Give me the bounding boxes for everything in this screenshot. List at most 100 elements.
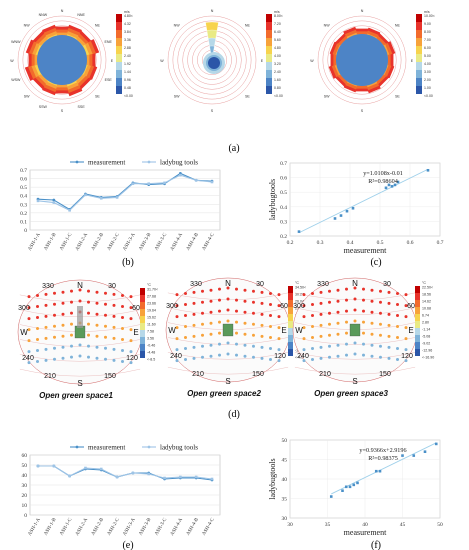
sun-path-point xyxy=(184,303,187,306)
x-tick-label: 35 xyxy=(325,522,331,528)
sun-path-point xyxy=(129,306,133,310)
legend-swatch xyxy=(416,46,422,54)
y-tick-label: 0.3 xyxy=(20,202,27,208)
fit-line xyxy=(298,168,429,234)
panel-label-d: (d) xyxy=(228,409,240,420)
legend-tick: 4.80< xyxy=(124,14,133,18)
sun-path-point xyxy=(112,358,116,362)
legend-tick: 0.80 xyxy=(274,86,281,90)
dome-angle-label: 30 xyxy=(256,281,264,288)
legend-unit: m/s xyxy=(274,10,280,14)
legend-tick: 4.00 xyxy=(424,62,431,66)
sun-path-point xyxy=(192,356,196,360)
y-tick-label: 0.6 xyxy=(20,177,27,183)
x-tick-label: ASH-3-C xyxy=(154,232,168,252)
sun-path-point xyxy=(387,356,391,360)
sun-path-point xyxy=(27,295,31,299)
sun-path-point xyxy=(277,337,281,341)
sun-path-point xyxy=(184,314,187,317)
sun-path-point xyxy=(95,301,99,305)
data-point xyxy=(147,472,151,476)
y-axis-label: ladybugtools xyxy=(268,179,277,220)
sun-path-point xyxy=(328,333,331,337)
sun-path-point xyxy=(328,322,331,326)
sun-path-point xyxy=(277,315,281,319)
dome-label-e: E xyxy=(281,326,286,335)
data-point xyxy=(52,464,56,468)
data-point xyxy=(36,199,40,203)
y-tick-label: 0.4 xyxy=(280,205,287,211)
sun-path-point xyxy=(328,311,331,315)
sun-path-point xyxy=(44,292,48,296)
compass-label: SW xyxy=(174,94,180,98)
dome-angle-label: 150 xyxy=(379,371,391,378)
dome-angle-label: 330 xyxy=(42,283,54,290)
data-point xyxy=(333,217,337,220)
x-tick-label: ASH-1-C xyxy=(59,232,73,252)
legend-swatch xyxy=(415,293,420,300)
sun-path-point xyxy=(319,356,323,360)
fit-equation: y=0.9366x+2.9196 xyxy=(359,447,406,454)
rose-calm-disc xyxy=(208,57,220,69)
legend-tick: 4.80 xyxy=(274,46,281,50)
sun-path-point xyxy=(209,354,213,358)
legend-swatch xyxy=(266,30,272,38)
legend-tick: 0.96 xyxy=(124,78,131,82)
legend-tick: <0.00 xyxy=(274,94,283,98)
sun-path-point xyxy=(277,348,281,352)
y-tick-label: 40 xyxy=(282,477,288,483)
legend-tick: 11.60 xyxy=(147,323,156,327)
rose-ring xyxy=(17,15,107,105)
legend-tick: 18.56 xyxy=(422,293,431,297)
dome-angle-label: 60 xyxy=(280,303,288,310)
legend-swatch xyxy=(415,300,420,307)
compass-label: SSE xyxy=(78,105,86,109)
sun-path-point xyxy=(175,304,179,308)
rose-ring xyxy=(327,25,397,95)
sun-path-point xyxy=(311,325,314,328)
panel-label-c: (c) xyxy=(370,257,381,268)
data-point xyxy=(374,469,378,473)
legend-swatch xyxy=(416,62,422,70)
dome-arc xyxy=(167,352,289,360)
legend-tick: 3.84 xyxy=(124,30,131,34)
legend-tick: 3.20 xyxy=(274,62,281,66)
sun-path-point xyxy=(277,293,281,297)
sun-path-point xyxy=(235,331,238,335)
x-tick-label: ASH-2-C xyxy=(107,232,121,252)
sun-path-point xyxy=(252,300,255,304)
sun-path-point xyxy=(302,293,306,297)
legend-swatch xyxy=(116,62,122,70)
sun-path-point xyxy=(27,328,31,332)
y-tick-label: 45 xyxy=(282,458,288,464)
compass-label: NW xyxy=(324,24,331,28)
sun-path-point xyxy=(112,303,116,307)
sun-path-point xyxy=(387,345,391,349)
legend-tick: 22.50< xyxy=(422,286,433,290)
legend-swatch xyxy=(116,78,122,86)
data-point xyxy=(401,454,404,457)
legend-swatch xyxy=(288,293,293,300)
dome-label-n: N xyxy=(352,279,358,288)
data-point xyxy=(344,485,348,489)
sun-path-point xyxy=(252,344,255,348)
data-point xyxy=(348,485,352,489)
sun-path-point xyxy=(302,304,306,308)
y-tick-label: 0.7 xyxy=(20,168,27,174)
sun-path-point xyxy=(311,347,314,350)
wind-rose-row: NNNENEENEEESESESSESSSWSWWSWWWNWNWNNWm/s4… xyxy=(10,9,435,113)
sun-path-point xyxy=(336,332,340,336)
sun-path-point xyxy=(404,293,408,297)
legend-swatch xyxy=(266,22,272,30)
sun-path-point xyxy=(192,323,196,327)
wind-rose: NNNENEENEEESESESSESSSWSWWSWWWNWNWNNWm/s4… xyxy=(10,9,133,113)
sun-path-point xyxy=(36,349,39,352)
site-model xyxy=(349,323,361,337)
legend-tick: 4.32 xyxy=(124,22,131,26)
sun-path-point xyxy=(243,354,247,358)
sun-path-point xyxy=(252,289,255,293)
sun-path-point xyxy=(260,345,264,349)
sun-path-point xyxy=(336,354,340,358)
